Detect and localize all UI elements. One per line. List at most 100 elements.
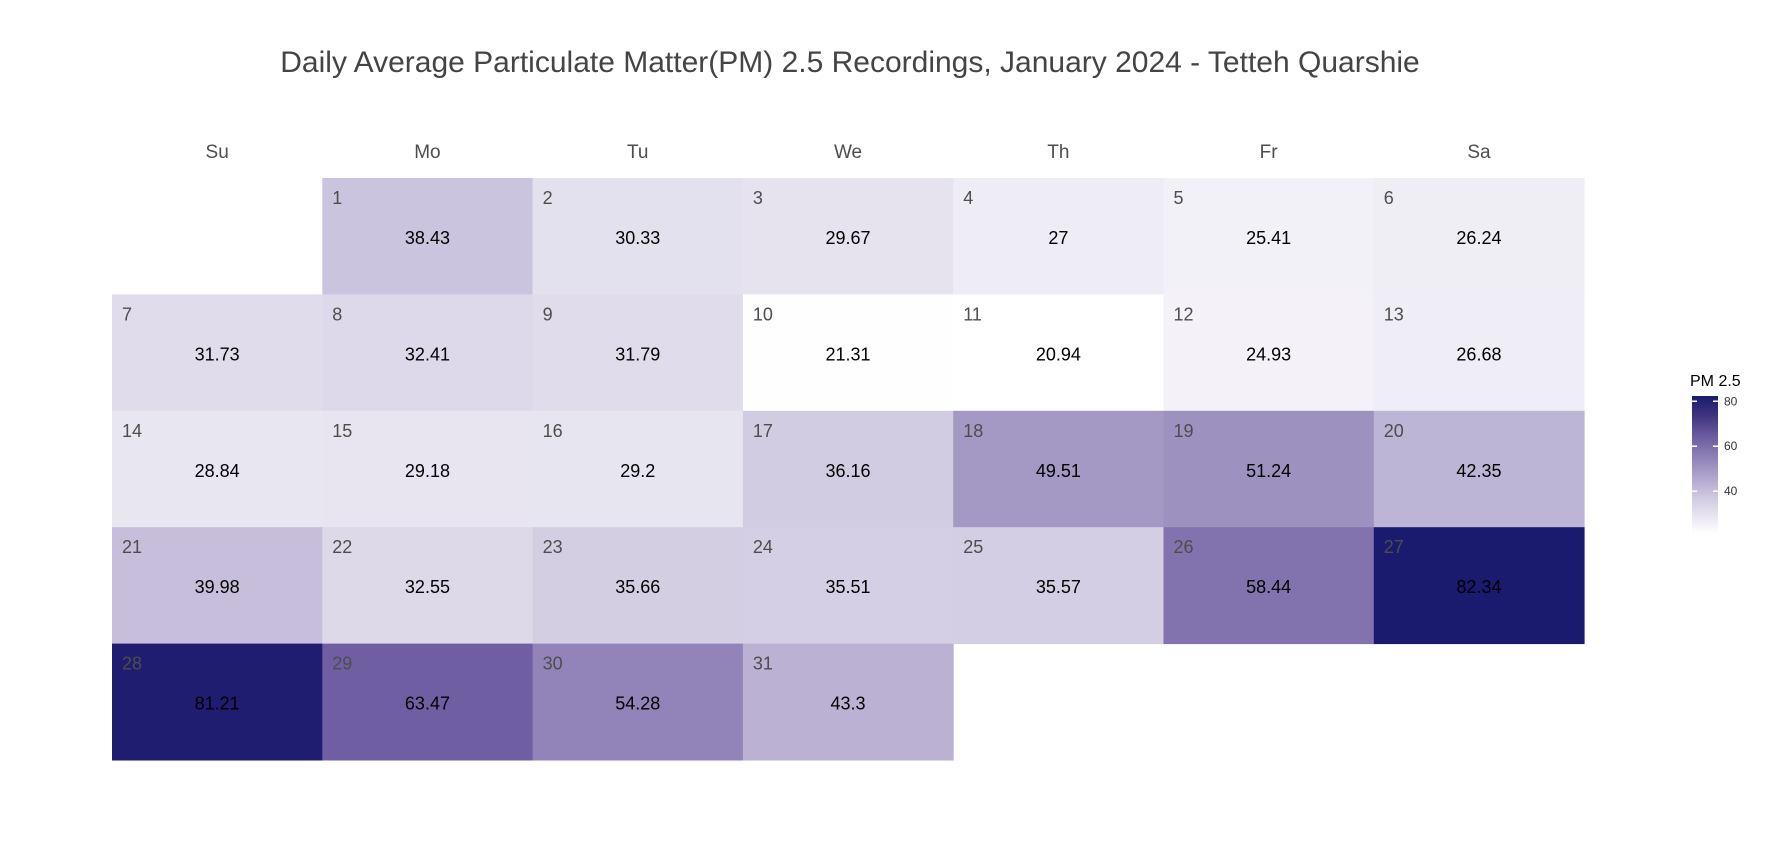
day-number: 12 [1174, 304, 1194, 324]
day-cell: 23 35.66 [532, 527, 744, 645]
legend-tick-label: 40 [1724, 484, 1738, 498]
day-value-label: 29.18 [405, 461, 450, 481]
day-cell-fill [112, 294, 323, 412]
day-number: 29 [332, 654, 352, 674]
day-cell: 14 28.84 [112, 410, 323, 528]
day-value-label: 82.34 [1456, 577, 1501, 597]
day-value-label: 27 [1048, 228, 1068, 248]
day-cell-fill [532, 643, 744, 761]
day-cell: 13 26.68 [1373, 294, 1585, 412]
weekday-label: Su [206, 142, 229, 163]
day-value-label: 81.21 [195, 694, 240, 714]
day-cell-fill [532, 294, 744, 412]
weekday-label: Fr [1260, 142, 1279, 163]
day-cell: 11 20.94 [953, 294, 1164, 412]
weekday-label: Tu [627, 142, 648, 163]
day-cell: 832.41 [322, 294, 534, 412]
day-value-label: 38.43 [405, 228, 450, 248]
day-number: 7 [122, 304, 132, 324]
day-cell: 26 58.44 [1163, 527, 1375, 645]
day-cell: 931.79 [532, 294, 744, 412]
day-number: 28 [122, 654, 142, 674]
day-number: 22 [332, 537, 352, 557]
day-cell: 16 29.2 [532, 410, 744, 528]
day-value-label: 36.16 [826, 461, 871, 481]
day-value-label: 54.28 [615, 694, 660, 714]
day-cell-fill [953, 410, 1164, 528]
day-value-label: 39.98 [195, 577, 240, 597]
day-cell-fill [953, 178, 1164, 295]
day-value-label: 63.47 [405, 694, 450, 714]
day-number: 2 [543, 188, 553, 208]
day-cell-fill [1373, 527, 1585, 645]
day-number: 15 [332, 421, 352, 441]
day-value-label: 25.41 [1246, 228, 1291, 248]
day-value-label: 32.41 [405, 344, 450, 364]
day-cell: 18 49.51 [953, 410, 1164, 528]
day-cell: 138.43 [322, 178, 534, 295]
day-cell: 22 32.55 [322, 527, 534, 645]
day-value-label: 29.67 [826, 228, 871, 248]
legend-color-bar [1692, 396, 1718, 534]
day-cell: 29 63.47 [322, 643, 534, 761]
day-value-label: 31.73 [195, 344, 240, 364]
day-value-label: 35.57 [1036, 577, 1081, 597]
day-number: 26 [1174, 537, 1194, 557]
day-number: 5 [1174, 188, 1184, 208]
day-cell-fill [953, 294, 1164, 412]
day-number: 11 [963, 304, 982, 324]
day-number: 16 [543, 421, 563, 441]
day-number: 27 [1384, 537, 1404, 557]
day-number: 30 [543, 654, 563, 674]
day-cell-fill [1163, 178, 1375, 295]
day-cell-fill [112, 410, 323, 528]
day-cell: 329.67 [742, 178, 954, 295]
day-number: 6 [1384, 188, 1394, 208]
legend-tick-label: 80 [1724, 394, 1738, 408]
day-cell-fill [1373, 178, 1585, 295]
day-value-label: 20.94 [1036, 344, 1081, 364]
day-cell: 27 82.34 [1373, 527, 1585, 645]
day-number: 10 [753, 304, 773, 324]
day-number: 9 [543, 304, 553, 324]
legend-ticks: 80 60 40 [1692, 394, 1738, 498]
day-cell: 31 43.3 [742, 643, 954, 761]
day-value-label: 26.24 [1456, 228, 1501, 248]
day-cell-fill [1373, 294, 1585, 412]
day-value-label: 24.93 [1246, 344, 1291, 364]
day-value-label: 49.51 [1036, 461, 1081, 481]
day-cell-fill [322, 294, 534, 412]
day-cell-fill [322, 643, 534, 761]
day-cell-fill [532, 178, 744, 295]
day-value-label: 21.31 [826, 344, 871, 364]
weekday-header-row: Su Mo Tu We Th Fr Sa [206, 142, 1491, 163]
day-number: 20 [1384, 421, 1404, 441]
day-cell-fill [742, 643, 954, 761]
day-cell-fill [742, 410, 954, 528]
day-number: 3 [753, 188, 763, 208]
day-value-label: 32.55 [405, 577, 450, 597]
chart-title: Daily Average Particulate Matter(PM) 2.5… [280, 46, 1419, 79]
day-cell: 731.73 [112, 294, 323, 412]
day-number: 23 [543, 537, 563, 557]
day-value-label: 51.24 [1246, 461, 1291, 481]
day-cell: 28 81.21 [112, 643, 323, 761]
day-cell-fill [1163, 410, 1375, 528]
day-value-label: 35.66 [615, 577, 660, 597]
day-number: 31 [753, 654, 773, 674]
day-number: 24 [753, 537, 773, 557]
day-value-label: 31.79 [615, 344, 660, 364]
day-cell: 25 35.57 [953, 527, 1164, 645]
day-cell-fill [742, 178, 954, 295]
day-cell: 20 42.35 [1373, 410, 1585, 528]
day-value-label: 42.35 [1456, 461, 1501, 481]
day-number: 18 [963, 421, 983, 441]
day-number: 13 [1384, 304, 1404, 324]
day-cell: 30 54.28 [532, 643, 744, 761]
day-value-label: 43.3 [831, 694, 866, 714]
day-cell-fill [1163, 527, 1375, 645]
day-value-label: 28.84 [195, 461, 240, 481]
day-cell-fill [322, 178, 534, 295]
day-value-label: 35.51 [826, 577, 871, 597]
